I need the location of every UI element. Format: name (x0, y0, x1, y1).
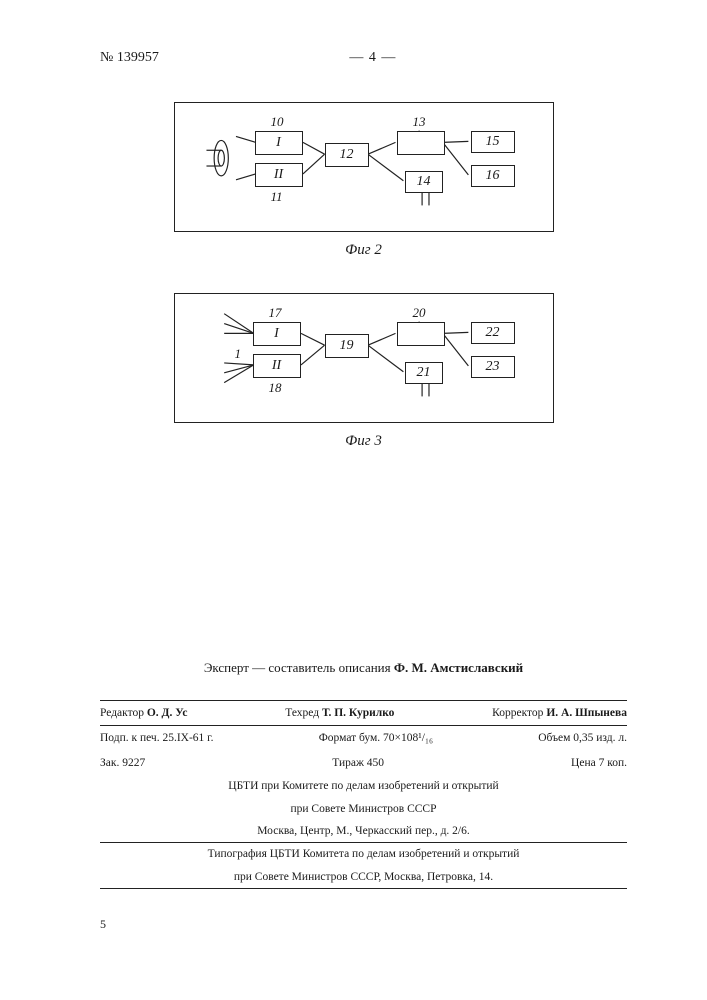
block-b14: 14 (405, 171, 443, 193)
col-row-1: Редактор О. Д. Ус Техред Т. П. Курилко К… (100, 701, 627, 725)
block-c21: 21 (405, 362, 443, 384)
block-b15: 15 (471, 131, 515, 153)
typography-1: Типография ЦБТИ Комитета по делам изобре… (100, 843, 627, 865)
doc-number: № 139957 (100, 50, 159, 66)
col-row-3: Зак. 9227 Тираж 450 Цена 7 коп. (100, 751, 627, 775)
fig2-diagram: I10 II 11 12 13 14 15 16 (174, 102, 554, 232)
typography-2: при Совете Министров СССР, Москва, Петро… (100, 866, 627, 888)
block-b16: 16 (471, 165, 515, 187)
block-c17: I (253, 322, 301, 346)
block-number-b13: 13 (413, 114, 426, 130)
block-b13 (397, 131, 445, 155)
block-c23: 23 (471, 356, 515, 378)
price: Цена 7 коп. (571, 754, 627, 772)
page: { "header": { "docNo": "№ 139957", "page… (0, 0, 707, 1000)
block-number-b11: 11 (271, 189, 283, 205)
block-c19: 19 (325, 334, 369, 358)
expert-name: Ф. М. Амстиславский (394, 660, 523, 675)
free-label: 1 (235, 346, 242, 362)
publisher-1: ЦБТИ при Комитете по делам изобретений и… (100, 775, 627, 797)
expert-prefix: Эксперт — составитель описания (204, 660, 394, 675)
fig2-caption: Фиг 2 (100, 242, 627, 259)
block-number-c17: 17 (269, 305, 282, 321)
publisher-3: Москва, Центр, М., Черкасский пер., д. 2… (100, 820, 627, 842)
corr-name: И. А. Шпынева (546, 707, 627, 719)
block-number-c18: 18 (269, 380, 282, 396)
page-number: — 4 — (349, 50, 396, 66)
block-b12: 12 (325, 143, 369, 167)
block-c18: II (253, 354, 301, 378)
fig3-diagram: I17 II 18 19 20 21 22 23 1 (174, 293, 554, 423)
publisher-2: при Совете Министров СССР (100, 798, 627, 820)
footer-number: 5 (100, 917, 627, 932)
block-number-b10: 10 (271, 114, 284, 130)
block-b11: II (255, 163, 303, 187)
block-b10: I (255, 131, 303, 155)
tech-name: Т. П. Курилко (322, 707, 394, 719)
paper-format: Формат бум. 70×108¹/₁₆ (319, 729, 433, 747)
block-c20 (397, 322, 445, 346)
tech-label: Техред (285, 707, 322, 719)
editor-label: Редактор (100, 707, 147, 719)
corr-label: Корректор (492, 707, 546, 719)
order-no: Зак. 9227 (100, 754, 145, 772)
fig3-caption: Фиг 3 (100, 433, 627, 450)
tirage: Тираж 450 (332, 754, 384, 772)
expert-line: Эксперт — составитель описания Ф. М. Амс… (100, 660, 627, 676)
block-number-c20: 20 (413, 305, 426, 321)
volume: Объем 0,35 изд. л. (538, 729, 627, 747)
page-header: № 139957 — 4 — (100, 50, 627, 66)
colophon: Редактор О. Д. Ус Техред Т. П. Курилко К… (100, 701, 627, 889)
col-row-2: Подп. к печ. 25.IX-61 г. Формат бум. 70×… (100, 726, 627, 750)
rule-4 (100, 888, 627, 889)
print-date: Подп. к печ. 25.IX-61 г. (100, 729, 213, 747)
block-c22: 22 (471, 322, 515, 344)
editor-name: О. Д. Ус (147, 707, 188, 719)
